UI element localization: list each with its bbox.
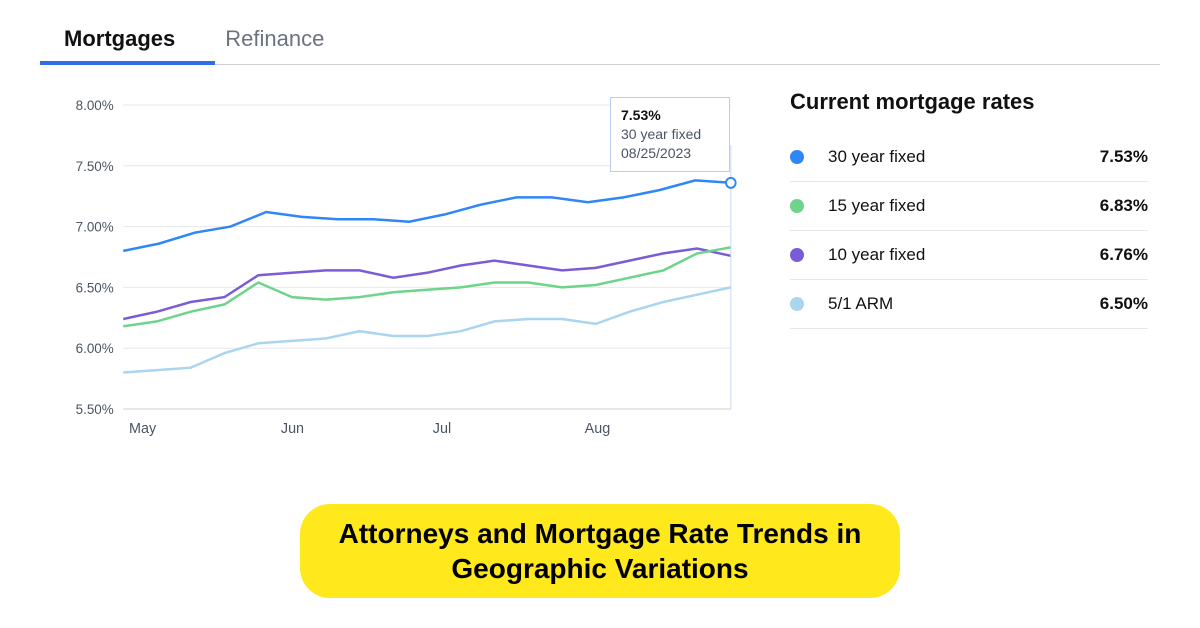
rate-trend-chart: 8.00% 7.50% 7.00% 6.50% 6.00% 5.50% May Jun Jul A… xyxy=(40,89,750,449)
svg-text:Jun: Jun xyxy=(281,421,304,437)
svg-text:7.50%: 7.50% xyxy=(76,159,114,174)
rates-title: Current mortgage rates xyxy=(790,89,1148,115)
rate-label: 15 year fixed xyxy=(828,196,1100,216)
rate-label: 30 year fixed xyxy=(828,147,1100,167)
chart-tooltip: 7.53% 30 year fixed 08/25/2023 xyxy=(610,97,730,172)
rate-label: 10 year fixed xyxy=(828,245,1100,265)
legend-dot-icon xyxy=(790,297,804,311)
tab-refinance[interactable]: Refinance xyxy=(225,18,324,64)
legend-dot-icon xyxy=(790,248,804,262)
svg-text:Aug: Aug xyxy=(585,421,611,437)
tab-mortgages[interactable]: Mortgages xyxy=(64,18,175,64)
svg-text:May: May xyxy=(129,421,157,437)
rate-label: 5/1 ARM xyxy=(828,294,1100,314)
rate-row-15yr[interactable]: 15 year fixed 6.83% xyxy=(790,182,1148,231)
svg-text:8.00%: 8.00% xyxy=(76,98,114,113)
svg-text:7.00%: 7.00% xyxy=(76,219,114,234)
tooltip-date: 08/25/2023 xyxy=(621,144,719,163)
rate-value: 7.53% xyxy=(1100,147,1148,167)
rate-value: 6.76% xyxy=(1100,245,1148,265)
svg-text:Jul: Jul xyxy=(433,421,451,437)
svg-text:5.50%: 5.50% xyxy=(76,402,114,417)
tooltip-series-name: 30 year fixed xyxy=(621,125,719,144)
legend-dot-icon xyxy=(790,199,804,213)
rate-value: 6.50% xyxy=(1100,294,1148,314)
svg-text:6.50%: 6.50% xyxy=(76,280,114,295)
legend-dot-icon xyxy=(790,150,804,164)
current-rates-panel: Current mortgage rates 30 year fixed 7.5… xyxy=(790,89,1160,449)
rate-row-30yr[interactable]: 30 year fixed 7.53% xyxy=(790,133,1148,182)
svg-text:6.00%: 6.00% xyxy=(76,341,114,356)
headline-banner: Attorneys and Mortgage Rate Trends in Ge… xyxy=(300,504,900,598)
rate-row-10yr[interactable]: 10 year fixed 6.76% xyxy=(790,231,1148,280)
content-row: 8.00% 7.50% 7.00% 6.50% 6.00% 5.50% May Jun Jul A… xyxy=(40,65,1160,449)
rate-row-arm[interactable]: 5/1 ARM 6.50% xyxy=(790,280,1148,329)
tooltip-value: 7.53% xyxy=(621,106,719,125)
rate-value: 6.83% xyxy=(1100,196,1148,216)
tabs: Mortgages Refinance xyxy=(40,18,1160,65)
